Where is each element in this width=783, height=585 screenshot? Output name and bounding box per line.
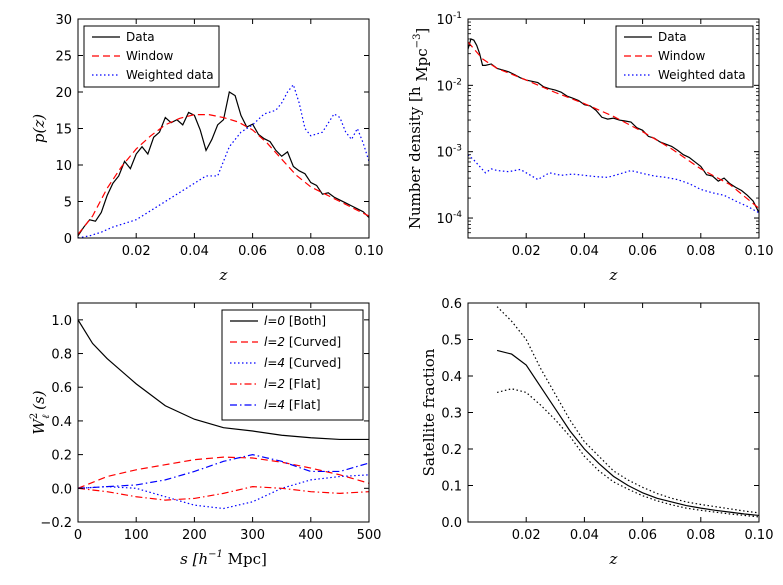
series-line-l-2-flat-3 <box>78 486 369 501</box>
x-tick-label: 0.08 <box>686 528 715 543</box>
y-tick-label: 0.1 <box>441 480 462 495</box>
y-tick-label: 30 <box>55 13 72 28</box>
x-tick-label: 400 <box>298 528 323 543</box>
x-tick-label: 100 <box>124 528 149 543</box>
legend-label: Weighted data <box>126 68 214 82</box>
y-tick-label: 10-1 <box>436 11 462 28</box>
x-tick-label: 500 <box>357 528 382 543</box>
y-tick-label: 0.4 <box>441 370 462 385</box>
y-axis-label: p(z) <box>30 114 48 143</box>
legend-box <box>221 309 364 421</box>
y-tick-label: −0.2 <box>40 516 72 531</box>
y-tick-label: 0.5 <box>441 334 462 349</box>
x-tick-label: 0.10 <box>745 528 774 543</box>
y-tick-label: 0.8 <box>51 348 72 363</box>
x-tick-label: 0.04 <box>570 528 599 543</box>
y-tick-label: 0.6 <box>441 297 462 312</box>
legend-label: l=4 [Curved] <box>264 356 341 370</box>
x-tick-label: 0.02 <box>512 528 541 543</box>
x-tick-label: 0.10 <box>745 244 774 259</box>
x-tick-label: 0.06 <box>628 528 657 543</box>
series-line-weighted-data-2 <box>468 154 759 214</box>
legend-label: Data <box>658 30 687 44</box>
y-tick-label: 10-3 <box>436 144 462 161</box>
y-tick-label: 20 <box>55 86 72 101</box>
y-tick-label: 0.2 <box>441 443 462 458</box>
legend-label: l=0 [Both] <box>264 314 326 328</box>
y-tick-label: 1.0 <box>51 314 72 329</box>
legend: Data Window Weighted data <box>83 25 220 88</box>
y-tick-label: 5 <box>64 196 72 211</box>
x-tick-label: 0.02 <box>512 244 541 259</box>
y-axis-label: W2ℓ (s) <box>29 390 52 434</box>
x-axis-label: z <box>609 550 618 568</box>
x-tick-label: 0.04 <box>570 244 599 259</box>
x-tick-label: 0.08 <box>686 244 715 259</box>
y-tick-label: 10-4 <box>436 210 462 227</box>
y-tick-label: 0.6 <box>51 381 72 396</box>
series-line-upper-bound-1 <box>496 306 759 514</box>
x-axis-label: z <box>609 266 618 284</box>
x-axis-label: z <box>219 266 228 284</box>
y-tick-label: 10 <box>55 159 72 174</box>
series-line-data-0 <box>78 91 369 237</box>
series-line-l-0-both-0 <box>78 319 369 441</box>
plot-frame <box>77 302 370 523</box>
x-tick-label: 300 <box>240 528 265 543</box>
x-tick-label: 200 <box>182 528 207 543</box>
legend: l=0 [Both] l=2 [Curved] l=4 [Curved] l=2 [F… <box>221 309 364 421</box>
legend: Data Window Weighted data <box>615 25 754 88</box>
y-tick-label: 0.2 <box>51 449 72 464</box>
chart-p4: 0.02 0.04 0.06 0.08 0.10 0.0 0.1 0.2 0.3 0.4 0.5 0.… <box>420 297 773 568</box>
legend-label: Data <box>126 30 155 44</box>
y-tick-label: 0.3 <box>441 407 462 422</box>
y-tick-label: 0.0 <box>441 516 462 531</box>
y-tick-label: 25 <box>55 50 72 65</box>
plot-frame <box>467 18 760 239</box>
y-tick-label: 0 <box>64 232 72 247</box>
legend-label: Weighted data <box>658 68 746 82</box>
series-line-weighted-data-2 <box>78 83 369 238</box>
series-line-satellite-fraction-0 <box>496 349 759 517</box>
y-axis-label: Satellite fraction <box>420 348 438 476</box>
legend-label: l=2 [Curved] <box>264 335 341 349</box>
x-tick-label: 0.10 <box>355 244 384 259</box>
chart-p3: 0 100 200 300 400 500 −0.2 0.0 0.2 0.4 0.6 0.8 1.0 s … <box>29 302 382 568</box>
y-tick-label: 15 <box>55 123 72 138</box>
series-line-l-4-curved-2 <box>78 474 369 510</box>
x-axis-label: s [h−1 Mpc] <box>180 549 267 568</box>
chart-p1: 0.02 0.04 0.06 0.08 0.10 0 5 10 15 20 25 30 z p(z) Dat… <box>30 13 383 284</box>
y-tick-label: 10-2 <box>436 77 462 94</box>
y-tick-label: 0.4 <box>51 415 72 430</box>
series-line-window-1 <box>468 41 759 209</box>
x-tick-label: 0.04 <box>180 244 209 259</box>
x-tick-label: 0.08 <box>296 244 325 259</box>
series-line-l-4-flat-4 <box>78 454 369 489</box>
y-tick-label: 0.0 <box>51 482 72 497</box>
legend-label: l=2 [Flat] <box>264 377 321 391</box>
legend-label: Window <box>126 49 174 63</box>
plot-frame <box>467 302 760 523</box>
series-line-l-2-curved-1 <box>78 456 369 489</box>
x-tick-label: 0.06 <box>628 244 657 259</box>
y-axis-label: Number density [h Mpc−3] <box>406 28 431 230</box>
series-line-window-1 <box>78 114 369 235</box>
chart-p2: 0.02 0.04 0.06 0.08 0.10 10-4 10-3 10-2 10-1 z Num… <box>406 11 773 284</box>
series-line-lower-bound-2 <box>496 388 759 518</box>
x-tick-label: 0.02 <box>122 244 151 259</box>
legend-label: l=4 [Flat] <box>264 398 321 412</box>
x-tick-label: 0.06 <box>238 244 267 259</box>
x-tick-label: 0 <box>74 528 82 543</box>
legend-label: Window <box>658 49 706 63</box>
